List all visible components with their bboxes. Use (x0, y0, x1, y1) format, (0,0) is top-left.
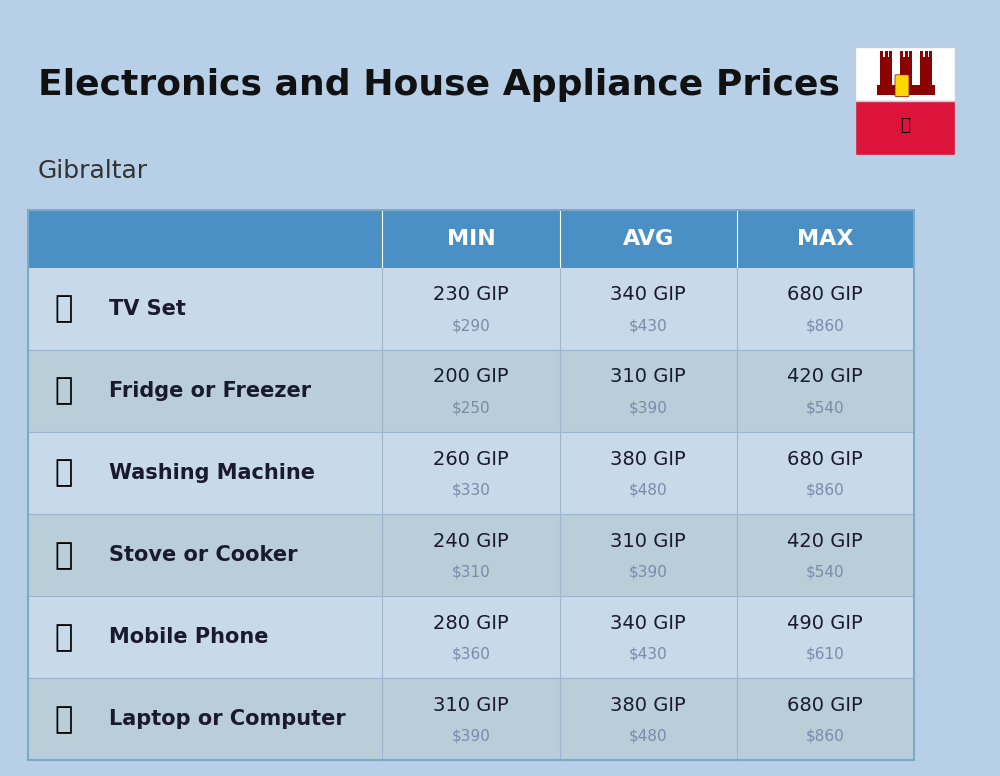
Bar (877, 85, 935, 95)
Text: $430: $430 (629, 318, 667, 334)
Text: 380 GIP: 380 GIP (610, 696, 686, 715)
Text: $390: $390 (629, 400, 668, 415)
Text: 260 GIP: 260 GIP (433, 449, 509, 469)
Text: 280 GIP: 280 GIP (433, 614, 509, 632)
Text: 🌀: 🌀 (55, 459, 73, 487)
Text: $250: $250 (452, 400, 490, 415)
FancyBboxPatch shape (28, 350, 914, 432)
Text: Gibraltar: Gibraltar (38, 159, 148, 182)
Text: $860: $860 (806, 318, 845, 334)
Text: 🧊: 🧊 (55, 376, 73, 405)
FancyBboxPatch shape (28, 514, 914, 596)
Text: Stove or Cooker: Stove or Cooker (109, 546, 297, 565)
Bar (880, 51, 883, 60)
Text: MAX: MAX (797, 229, 853, 248)
Text: Laptop or Computer: Laptop or Computer (109, 709, 345, 729)
FancyBboxPatch shape (28, 210, 914, 268)
Text: 240 GIP: 240 GIP (433, 532, 509, 551)
Text: 380 GIP: 380 GIP (610, 449, 686, 469)
FancyBboxPatch shape (895, 74, 909, 96)
FancyBboxPatch shape (28, 268, 914, 350)
Text: $480: $480 (629, 483, 667, 497)
Text: 340 GIP: 340 GIP (610, 614, 686, 632)
Bar (885, 51, 888, 60)
Text: 490 GIP: 490 GIP (787, 614, 863, 632)
Text: $330: $330 (452, 483, 490, 497)
Text: $390: $390 (452, 729, 490, 744)
FancyBboxPatch shape (0, 23, 942, 210)
Text: $480: $480 (629, 729, 667, 744)
Bar (905, 51, 908, 60)
Bar (920, 51, 923, 60)
Text: 📺: 📺 (55, 294, 73, 324)
Text: 310 GIP: 310 GIP (610, 532, 686, 551)
Text: $540: $540 (806, 565, 845, 580)
Text: 200 GIP: 200 GIP (433, 368, 509, 386)
Text: 310 GIP: 310 GIP (433, 696, 509, 715)
Text: $860: $860 (806, 729, 845, 744)
Text: Electronics and House Appliance Prices: Electronics and House Appliance Prices (38, 68, 840, 102)
Text: 📱: 📱 (55, 623, 73, 652)
Text: $390: $390 (629, 565, 668, 580)
Text: $540: $540 (806, 400, 845, 415)
Text: Mobile Phone: Mobile Phone (109, 627, 268, 647)
Text: $430: $430 (629, 647, 667, 662)
Text: $290: $290 (452, 318, 490, 334)
Text: 310 GIP: 310 GIP (610, 368, 686, 386)
Bar (900, 57, 912, 88)
Text: AVG: AVG (622, 229, 674, 248)
Bar (855, 47, 955, 101)
Text: 680 GIP: 680 GIP (787, 286, 863, 304)
Text: 230 GIP: 230 GIP (433, 286, 509, 304)
Text: 340 GIP: 340 GIP (610, 286, 686, 304)
Bar (909, 51, 912, 60)
Text: Washing Machine: Washing Machine (109, 463, 315, 483)
Bar (880, 57, 892, 88)
Text: $310: $310 (452, 565, 490, 580)
Text: TV Set: TV Set (109, 299, 185, 319)
Text: 680 GIP: 680 GIP (787, 449, 863, 469)
Bar (920, 57, 932, 88)
Text: MIN: MIN (447, 229, 495, 248)
FancyBboxPatch shape (28, 432, 914, 514)
Bar (855, 101, 955, 155)
Text: 420 GIP: 420 GIP (787, 532, 863, 551)
Bar (929, 51, 932, 60)
Text: $610: $610 (806, 647, 845, 662)
Bar (889, 51, 892, 60)
FancyBboxPatch shape (28, 678, 914, 760)
Bar (925, 51, 928, 60)
Text: 🔥: 🔥 (55, 541, 73, 570)
Text: 💻: 💻 (55, 705, 73, 734)
Text: Fridge or Freezer: Fridge or Freezer (109, 381, 311, 401)
Text: 420 GIP: 420 GIP (787, 368, 863, 386)
FancyBboxPatch shape (28, 596, 914, 678)
Text: 🗝: 🗝 (900, 116, 910, 133)
Text: $360: $360 (452, 647, 490, 662)
Bar (900, 51, 903, 60)
Text: 680 GIP: 680 GIP (787, 696, 863, 715)
Text: $860: $860 (806, 483, 845, 497)
